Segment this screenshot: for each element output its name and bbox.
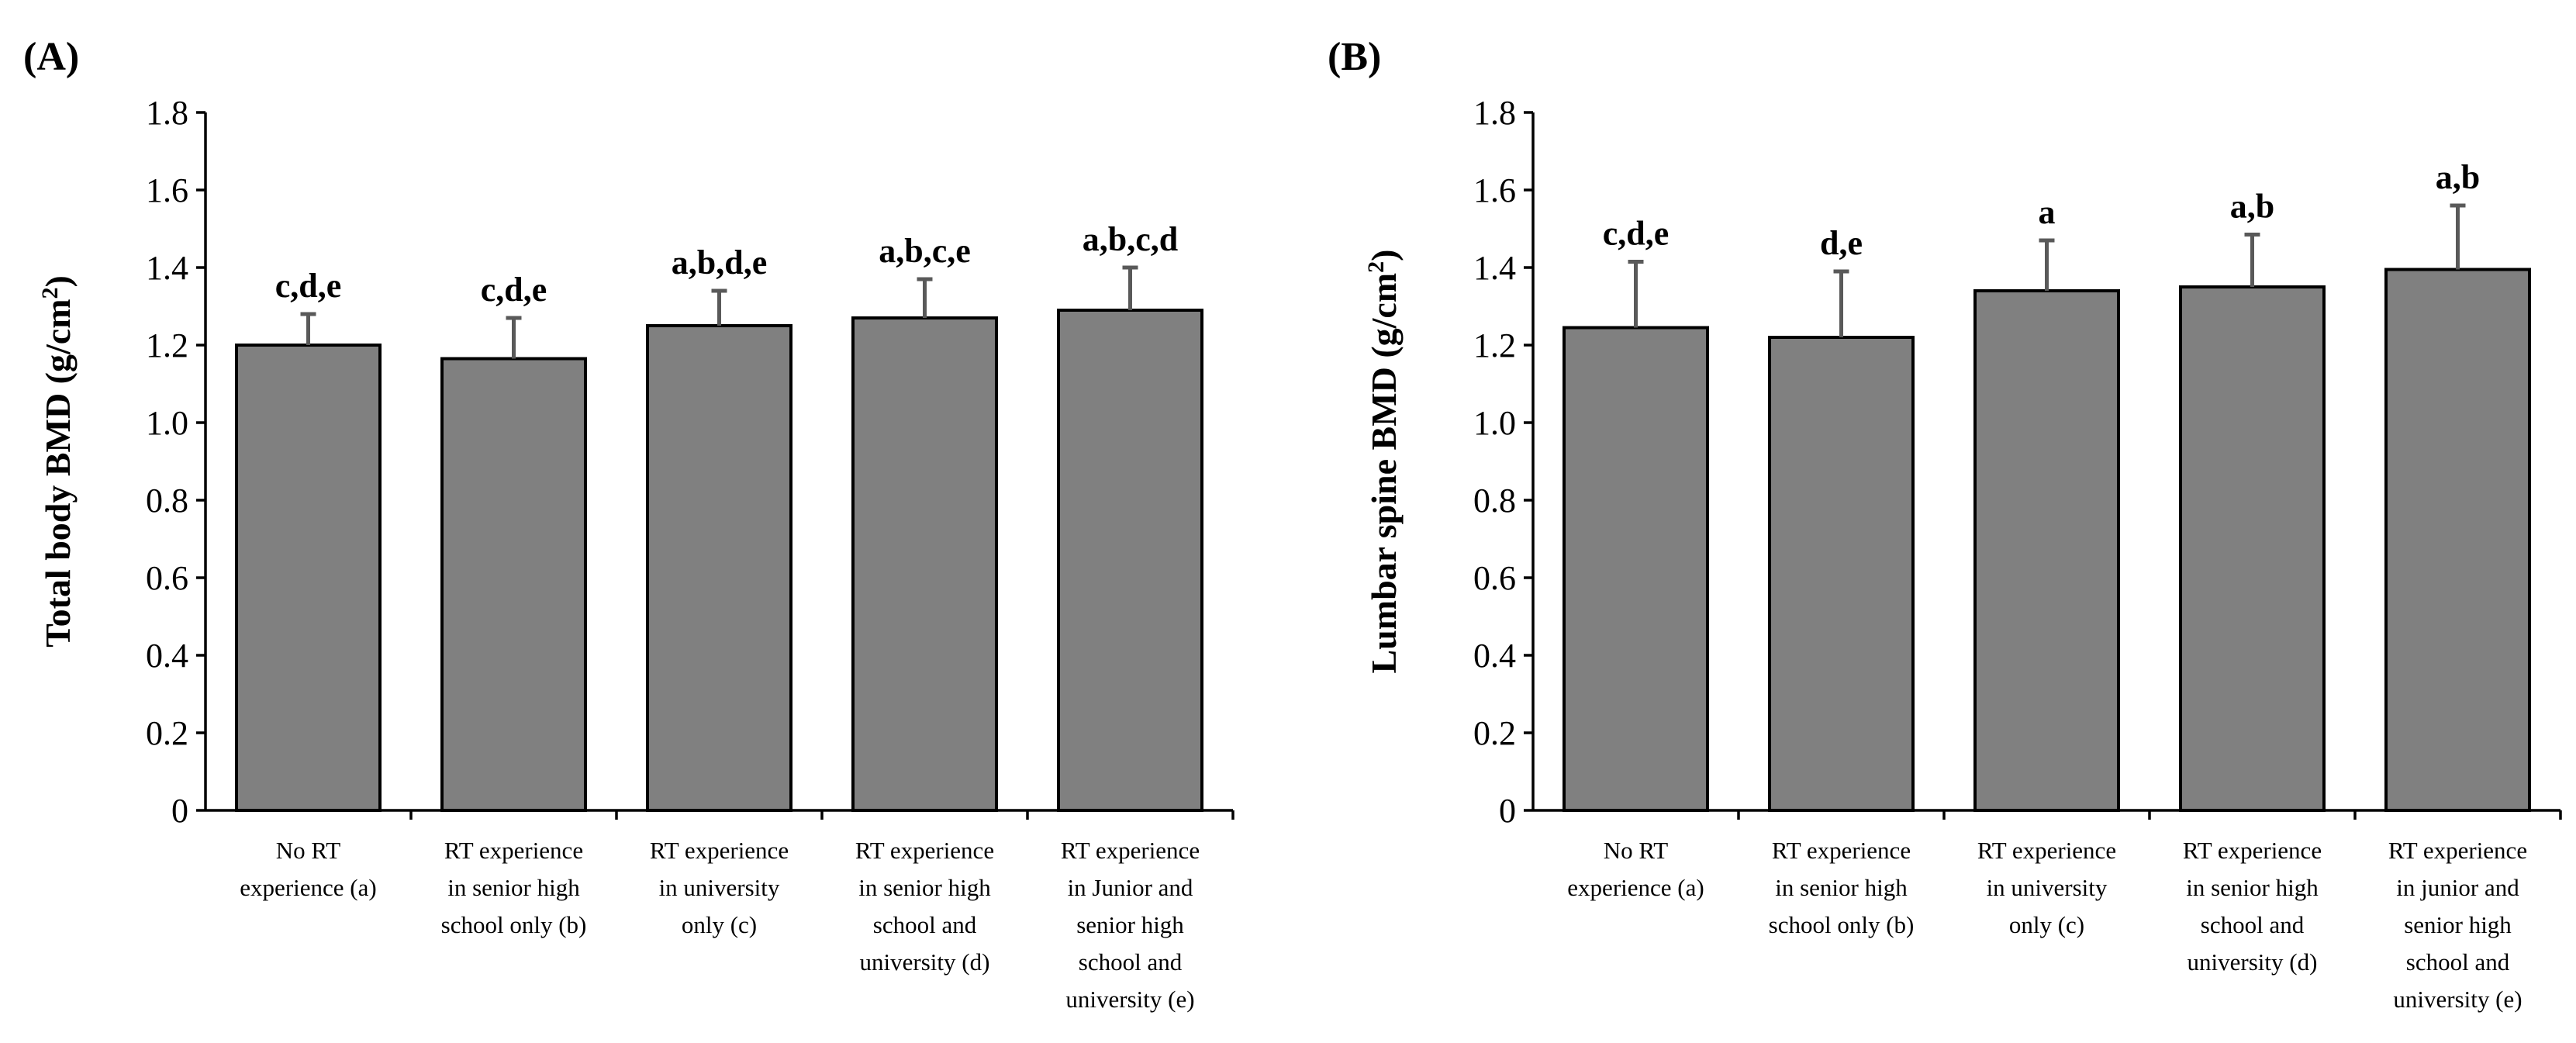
bar <box>1973 289 2120 812</box>
significance-label: c,d,e <box>275 267 342 305</box>
y-tick-label: 1.2 <box>1473 326 1516 364</box>
panel-label: (B) <box>1328 35 1381 79</box>
panel-label: (A) <box>23 35 79 79</box>
significance-label: c,d,e <box>481 271 547 309</box>
y-axis-title: Lumbar spine BMD (g/cm2) <box>1363 250 1404 674</box>
category-label: RT experience in university only (c) <box>650 837 789 938</box>
category-label: No RT experience (a) <box>1567 837 1704 901</box>
y-tick-label: 0 <box>1499 792 1516 830</box>
category-label: RT experience in senior high school and uni… <box>2183 837 2322 976</box>
y-tick-label: 0.8 <box>1473 482 1516 520</box>
category-label: RT experience in junior and senior high sch… <box>2388 837 2527 1013</box>
significance-label: d,e <box>1820 224 1863 262</box>
y-tick-label: 0 <box>171 792 188 830</box>
y-tick-label: 1.8 <box>1473 94 1516 132</box>
y-tick-label: 1.4 <box>146 249 188 287</box>
y-tick-label: 0.2 <box>146 714 188 752</box>
bar <box>1057 309 1203 812</box>
y-tick-label: 1.8 <box>146 94 188 132</box>
category-label: RT experience in senior high school only (… <box>441 837 587 938</box>
significance-label: a,b <box>2230 188 2274 226</box>
y-tick-label: 0.4 <box>1473 637 1516 675</box>
y-tick-label: 1.0 <box>1473 404 1516 442</box>
y-tick-label: 1.6 <box>146 171 188 209</box>
category-label: RT experience in senior high school and uni… <box>855 837 994 976</box>
chart-panel-a: (A) Total body BMD (g/cm2) 0 0.2 0.4 0.6 0.8 1.… <box>23 35 1234 1013</box>
y-tick-label: 1.2 <box>146 326 188 364</box>
bar <box>440 357 587 812</box>
bar <box>851 316 998 812</box>
significance-label: a,b,d,e <box>672 243 767 281</box>
y-tick-label: 1.0 <box>146 404 188 442</box>
category-label: RT experience in Junior and senior high sch… <box>1061 837 1200 1013</box>
category-label: RT experience in senior high school only (… <box>1769 837 1915 938</box>
significance-label: a <box>2039 193 2056 231</box>
y-tick-label: 0.6 <box>146 559 188 597</box>
bar <box>1768 336 1915 812</box>
significance-label: a,b,c,e <box>879 232 971 270</box>
category-label: No RT experience (a) <box>240 837 376 901</box>
y-tick-label: 0.8 <box>146 482 188 520</box>
significance-label: c,d,e <box>1603 215 1670 253</box>
y-tick-label: 0.4 <box>146 637 188 675</box>
significance-label: a,b,c,d <box>1083 220 1178 258</box>
bar <box>1563 326 1709 812</box>
y-tick-label: 0.2 <box>1473 714 1516 752</box>
bar <box>235 344 382 812</box>
bar <box>2179 285 2326 812</box>
y-tick-label: 1.6 <box>1473 171 1516 209</box>
y-tick-label: 0.6 <box>1473 559 1516 597</box>
bar <box>2384 268 2531 812</box>
bar <box>646 324 792 812</box>
category-label: RT experience in university only (c) <box>1977 837 2116 938</box>
chart-panel-b: (B) Lumbar spine BMD (g/cm2) 0 0.2 0.4 0.6 0.8… <box>1328 35 2562 1013</box>
significance-label: a,b <box>2436 158 2480 196</box>
y-axis-title: Total body BMD (g/cm2) <box>37 275 78 648</box>
y-tick-label: 1.4 <box>1473 249 1516 287</box>
